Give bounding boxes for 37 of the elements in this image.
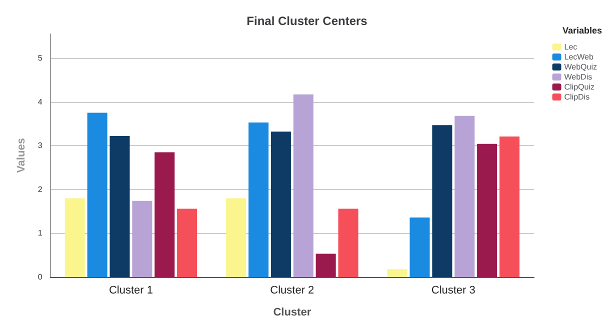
- y-tick-label: 5: [38, 54, 43, 63]
- legend-label: WebDis: [564, 72, 592, 82]
- legend-label: WebQuiz: [564, 62, 598, 72]
- x-tick-label: Cluster 1: [108, 284, 153, 296]
- bar: [454, 116, 475, 277]
- bar: [64, 198, 85, 277]
- legend-label: ClipDis: [564, 92, 590, 102]
- bar: [154, 152, 175, 277]
- bar: [270, 132, 291, 277]
- legend-title: Variables: [562, 26, 602, 36]
- bar: [432, 125, 452, 277]
- bar: [226, 198, 246, 277]
- chart-title: Final Cluster Centers: [246, 14, 368, 28]
- bar: [110, 136, 130, 277]
- legend-label: Lec: [564, 42, 578, 52]
- bar: [87, 112, 108, 277]
- y-tick-label: 1: [38, 228, 43, 238]
- bar: [477, 144, 498, 277]
- bar: [410, 217, 430, 277]
- x-axis-title: Cluster: [273, 306, 312, 318]
- bar: [316, 254, 336, 277]
- x-tick-label: Cluster 3: [431, 284, 476, 296]
- bar: [338, 208, 358, 277]
- legend-label: ClipQuiz: [564, 82, 594, 92]
- bar: [293, 94, 314, 277]
- y-tick-label: 0: [38, 272, 43, 282]
- bar: [132, 200, 152, 277]
- legend-label: LecWeb: [564, 52, 594, 62]
- y-tick-label: 2: [38, 184, 43, 194]
- bar: [177, 208, 198, 277]
- y-tick-label: 3: [38, 141, 43, 150]
- bar: [499, 136, 520, 277]
- x-tick-label: Cluster 2: [270, 284, 314, 296]
- y-axis-title: Values: [16, 138, 28, 173]
- y-tick-label: 4: [38, 97, 43, 106]
- bar: [387, 269, 408, 277]
- bar: [248, 122, 269, 277]
